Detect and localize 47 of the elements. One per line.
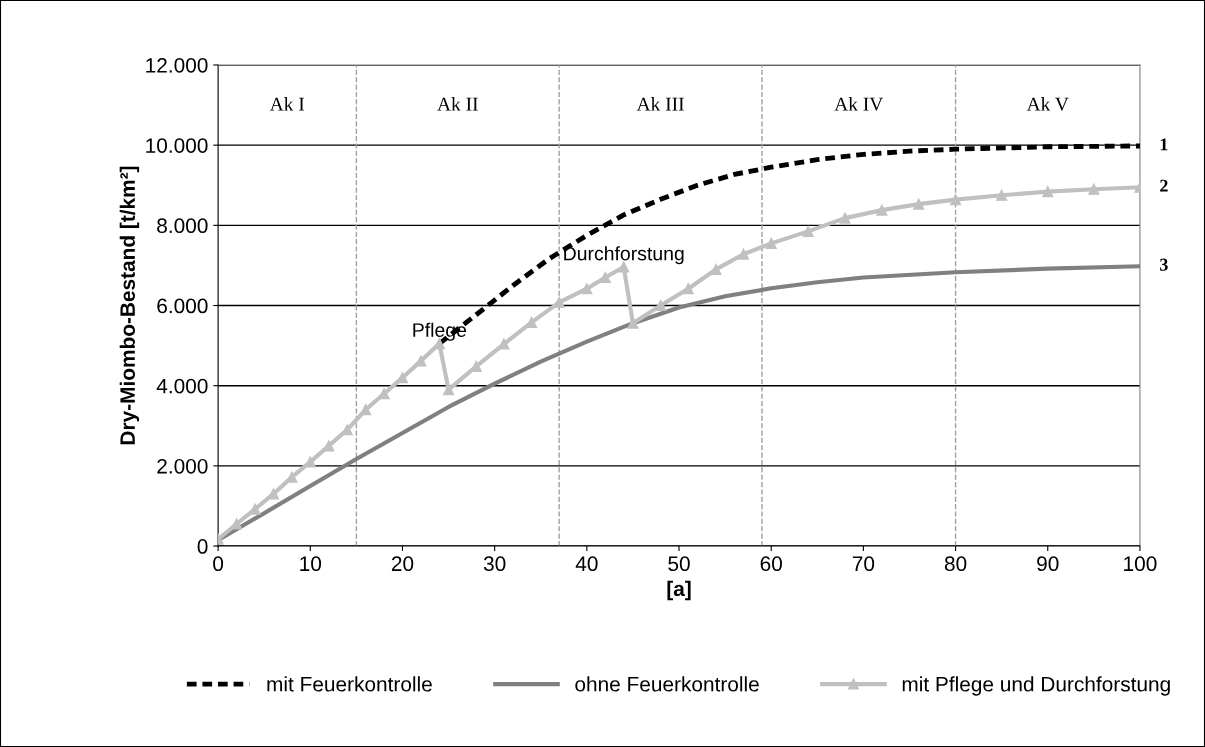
x-tick-label: 0 <box>213 556 224 572</box>
legend-label: ohne Feuerkontrolle <box>575 676 759 692</box>
point <box>839 212 851 224</box>
point <box>765 237 777 249</box>
x-axis-title: [a] <box>667 580 691 601</box>
x-tick-label: 20 <box>391 556 414 572</box>
point <box>913 198 925 210</box>
x-tick-label: 40 <box>575 556 598 572</box>
point <box>950 194 962 206</box>
y-axis-title: Dry-Miombo-Bestand [t/km²] <box>119 166 140 445</box>
annotation: 2 <box>1160 179 1168 192</box>
annotation: Ak I <box>269 97 305 111</box>
x-tick-label: 50 <box>668 556 690 572</box>
annotation: Ak II <box>437 97 478 111</box>
x-tick-label: 90 <box>1037 556 1059 572</box>
annotation: Ak V <box>1026 97 1069 111</box>
point <box>802 225 814 237</box>
y-tick-label: 2.000 <box>157 458 208 474</box>
x-tick-label: 10 <box>300 556 322 572</box>
legend-label: mit Feuerkontrolle <box>267 676 432 692</box>
y-tick-label: 4.000 <box>156 378 208 394</box>
y-tick-label: 0 <box>197 539 208 554</box>
point <box>996 189 1008 201</box>
point <box>655 299 667 312</box>
point <box>876 204 888 216</box>
point <box>599 271 611 284</box>
x-tick-label: 70 <box>852 556 875 572</box>
point <box>1042 186 1054 198</box>
point <box>581 283 593 295</box>
annotation: 1 <box>1160 138 1168 151</box>
y-tick-label: 12.000 <box>146 57 208 73</box>
x-tick-label: 100 <box>1124 556 1157 572</box>
annotation: Ak IV <box>834 97 884 111</box>
point <box>443 384 455 396</box>
y-tick-label: 8.000 <box>157 218 208 234</box>
point <box>1088 183 1100 195</box>
x-tick-label: 60 <box>760 556 782 572</box>
point <box>737 248 750 260</box>
y-tick-label: 10.000 <box>146 138 208 153</box>
x-tick-label: 30 <box>483 556 506 572</box>
y-tick-label: 6.000 <box>157 298 208 314</box>
legend-label: mit Pflege und Durchforstung <box>902 676 1170 696</box>
x-tick-label: 80 <box>944 556 967 572</box>
annotation: Durchforstung <box>564 246 684 265</box>
point <box>682 283 694 295</box>
annotation: Ak III <box>636 97 684 111</box>
annotation: 3 <box>1160 258 1168 271</box>
